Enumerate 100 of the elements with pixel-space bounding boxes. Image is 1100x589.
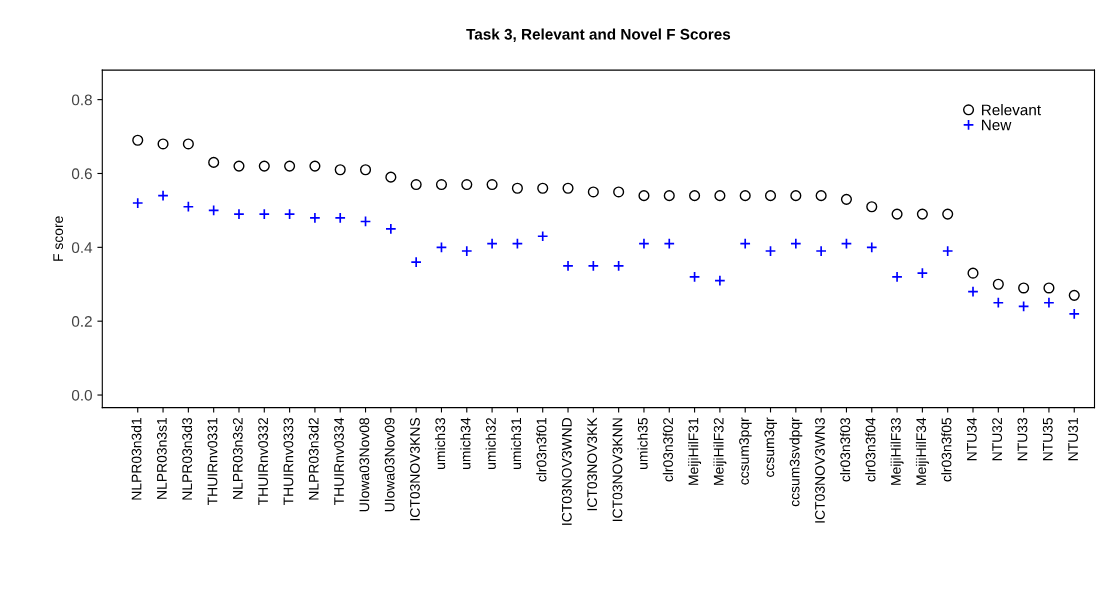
x-tick-label: ccsum3qr: [764, 417, 777, 477]
x-tick-label: NTU35: [1042, 417, 1053, 461]
point: [182, 201, 195, 213]
x-tick-label: THUIRnv0331: [207, 417, 218, 505]
point: [866, 241, 878, 254]
point: [790, 190, 802, 202]
point: [1018, 282, 1030, 294]
point: [182, 138, 194, 150]
point: [916, 267, 929, 279]
point: [663, 237, 675, 250]
x-tick-label: NTU34: [966, 417, 977, 461]
x-tick-label: umich31: [510, 417, 522, 469]
point: [258, 208, 270, 220]
point: [157, 138, 169, 150]
point: [714, 190, 726, 202]
x-tick-label: clr03n3f02: [662, 418, 673, 482]
point: [790, 237, 802, 250]
point: [967, 285, 979, 298]
point: [284, 160, 296, 172]
point: [840, 193, 853, 205]
y-axis-title: F score: [53, 216, 64, 261]
point: [233, 160, 245, 172]
point: [258, 160, 270, 172]
x-tick-label: clr03n3f05: [941, 417, 952, 482]
x-tick-label: NLPR03n3d2: [308, 418, 319, 500]
point: [132, 197, 144, 209]
point: [689, 190, 701, 202]
x-tick-label: NTU33: [1017, 417, 1028, 461]
point: [739, 237, 751, 250]
point: [891, 208, 903, 220]
x-tick-label: clr03n3f04: [865, 417, 876, 482]
x-tick-label: umich34: [460, 417, 471, 469]
point: [942, 208, 954, 220]
point: [233, 208, 245, 220]
x-tick-label: NLPR03n3s2: [232, 418, 243, 499]
point: [410, 179, 422, 191]
point: [511, 182, 523, 194]
point: [435, 241, 448, 254]
x-tick-label: MeijiHilF31: [688, 417, 702, 485]
point: [410, 256, 422, 268]
x-tick-label: umich32: [485, 418, 496, 469]
x-tick-label: ICT03NOV3KK: [587, 417, 598, 511]
point: [334, 164, 346, 176]
point: [638, 237, 650, 250]
point: [334, 212, 346, 224]
point: [207, 204, 220, 217]
legend-label: New: [982, 119, 1012, 131]
point: [157, 189, 169, 202]
point: [941, 245, 954, 257]
point: [815, 245, 827, 257]
point: [486, 179, 498, 191]
point: [511, 237, 524, 250]
x-tick-label: ICT03NOV3WN3: [815, 417, 825, 523]
point: [587, 260, 600, 272]
point: [359, 215, 372, 228]
point: [916, 208, 928, 220]
x-tick-label: ccsum3svdpqr: [789, 417, 803, 507]
x-tick-label: MeijiHilF32: [713, 418, 727, 485]
x-tick-label: UIowa03Nov08: [359, 417, 370, 512]
point: [992, 297, 1005, 309]
y-tick-label: 0.2: [71, 316, 92, 327]
point: [1043, 282, 1055, 294]
point: [1017, 300, 1030, 313]
point: [283, 208, 296, 220]
point: [663, 190, 675, 202]
point: [537, 230, 549, 242]
y-tick-label: 0.8: [71, 94, 92, 106]
point: [1043, 297, 1055, 309]
x-tick-label: NLPR03n3s1: [156, 417, 167, 499]
y-tick-label: 0.4: [71, 242, 93, 254]
point: [613, 186, 625, 198]
point: [739, 190, 751, 202]
point: [309, 160, 321, 172]
x-tick-label: NLPR03n3d1: [131, 417, 142, 500]
point: [764, 245, 777, 257]
x-tick-label: MeijiHilF33: [890, 417, 904, 485]
point: [688, 271, 701, 283]
x-tick-label: MeijiHilF34: [915, 417, 929, 485]
point: [587, 186, 599, 198]
point: [992, 278, 1004, 290]
point: [461, 179, 473, 191]
point: [132, 134, 144, 146]
point: [385, 171, 397, 183]
x-tick-label: umich33: [435, 417, 446, 469]
point: [486, 237, 498, 250]
point: [435, 179, 448, 191]
x-tick-label: NTU32: [992, 418, 1003, 461]
x-tick-label: UIowa03Nov09: [384, 417, 395, 512]
point: [866, 201, 878, 213]
point: [461, 245, 473, 257]
point: [815, 190, 827, 202]
x-tick-label: ICT03NOV3WND: [561, 417, 572, 525]
point: [562, 182, 574, 194]
point: [537, 182, 549, 194]
point: [359, 164, 372, 176]
x-tick-label: THUIRnv0332: [258, 418, 269, 505]
x-tick-label: THUIRnv0334: [334, 417, 344, 505]
x-tick-label: THUIRnv0333: [283, 417, 294, 505]
x-tick-label: umich35: [637, 417, 648, 469]
x-tick-label: NTU31: [1068, 417, 1078, 461]
